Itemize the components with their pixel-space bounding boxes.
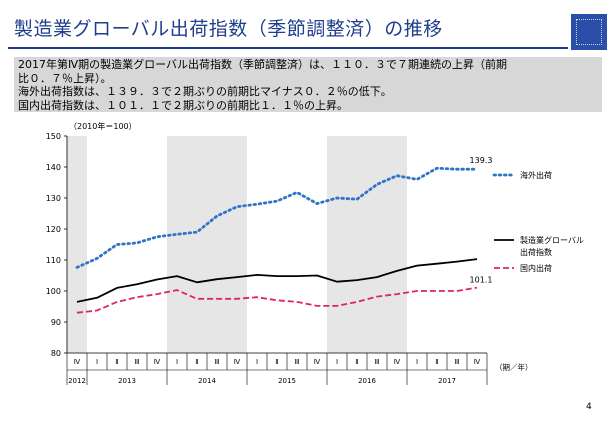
summary-line: 2017年第Ⅳ期の製造業グローバル出荷指数（季節調整済）は、１１０．３で７期連続… [18,58,508,71]
logo-mark [571,14,607,50]
x-quarter-label: Ⅳ [234,358,241,366]
legend-label: 製造業グローバル [520,235,584,245]
x-quarter-label: Ⅰ [176,358,178,366]
slide-title: 製造業グローバル出荷指数（季節調整済）の推移 [14,18,443,40]
y-tick-label: 110 [46,256,61,265]
x-quarter-label: Ⅱ [355,358,358,366]
x-quarter-label: Ⅱ [275,358,278,366]
x-quarter-label: Ⅱ [115,358,118,366]
x-quarter-label: Ⅰ [96,358,98,366]
x-year-label: 2013 [118,377,136,385]
x-quarter-label: Ⅳ [394,358,401,366]
summary-line: 海外出荷指数は、１３９．３で２期ぶりの前期比マイナス０．２％の低下。 [18,85,392,99]
x-quarter-label: Ⅰ [336,358,338,366]
x-year-label: 2017 [438,377,456,385]
x-quarter-label: Ⅰ [256,358,258,366]
x-quarter-label: Ⅳ [474,358,481,366]
x-quarter-label: Ⅳ [154,358,161,366]
y-tick-label: 80 [51,349,61,358]
y-tick-label: 100 [46,287,61,296]
x-year-label: 2015 [278,377,296,385]
legend-label: 国内出荷 [520,263,552,273]
y-tick-label: 120 [46,225,61,234]
legend-label: 出荷指数 [520,247,552,257]
y-tick-label: 140 [46,163,61,172]
x-quarter-label: Ⅲ [215,358,220,366]
shaded-year-band [167,136,247,353]
summary-line: 国内出荷指数は、１０１．１で２期ぶりの前期比１．１％の上昇。 [18,98,348,112]
y-tick-label: 130 [46,194,61,203]
end-data-label: 101.1 [470,276,493,285]
summary-box: 2017年第Ⅳ期の製造業グローバル出荷指数（季節調整済）は、１１０．３で７期連続… [14,57,602,112]
x-quarter-label: Ⅲ [455,358,460,366]
x-quarter-label: Ⅳ [74,358,81,366]
series-line [75,166,479,269]
legend-label: 海外出荷 [520,170,552,180]
y-tick-label: 150 [46,132,61,141]
shaded-year-band [327,136,407,353]
x-quarter-label: Ⅲ [135,358,140,366]
shaded-year-band [67,136,87,353]
x-quarter-label: Ⅱ [435,358,438,366]
x-quarter-label: Ⅲ [375,358,380,366]
base-year-note: （2010年＝100） [69,121,137,131]
x-quarter-label: Ⅳ [314,358,321,366]
x-year-label: 2014 [198,377,216,385]
end-data-label: 139.3 [470,156,493,165]
summary-line: 比０．７％上昇）。 [18,71,112,85]
series-line [76,286,478,314]
series-line [76,258,478,303]
x-unit-label: （期／年） [495,362,533,372]
title-rule [8,47,568,49]
x-quarter-label: Ⅱ [195,358,198,366]
x-quarter-label: Ⅰ [416,358,418,366]
page-number: 4 [586,402,592,412]
x-year-label: 2016 [358,377,376,385]
x-quarter-label: Ⅲ [295,358,300,366]
x-year-label: 2012 [68,377,86,385]
y-tick-label: 90 [51,318,61,327]
